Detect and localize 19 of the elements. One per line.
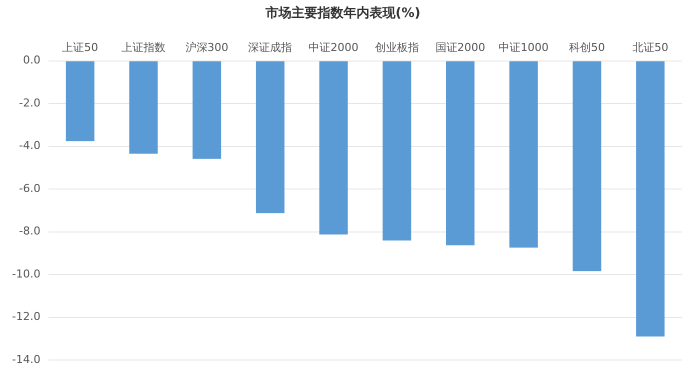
x-tick-label: 国证2000 — [435, 41, 486, 54]
x-tick-label: 创业板指 — [374, 41, 419, 54]
y-tick-label: -8.0 — [18, 224, 40, 238]
y-tick-label: -6.0 — [18, 182, 40, 195]
y-tick-label: -2.0 — [18, 96, 40, 110]
y-tick-label: -10.0 — [12, 267, 40, 280]
x-tick-label: 科创50 — [568, 41, 605, 54]
y-tick-label: -14.0 — [12, 352, 40, 366]
chart-title: 市场主要指数年内表现(%) — [264, 5, 420, 22]
x-tick-label: 深证成指 — [248, 41, 292, 54]
y-tick-label: -12.0 — [12, 310, 40, 324]
x-tick-label: 上证50 — [62, 41, 98, 54]
y-tick-label: 0.0 — [22, 54, 40, 67]
x-tick-label: 中证2000 — [308, 41, 359, 54]
x-tick-label: 中证1000 — [498, 41, 549, 54]
y-tick-label: -4.0 — [18, 139, 40, 152]
x-tick-label: 上证指数 — [121, 41, 166, 54]
x-tick-label: 北证50 — [632, 41, 668, 54]
x-tick-label: 沪深300 — [185, 41, 228, 54]
